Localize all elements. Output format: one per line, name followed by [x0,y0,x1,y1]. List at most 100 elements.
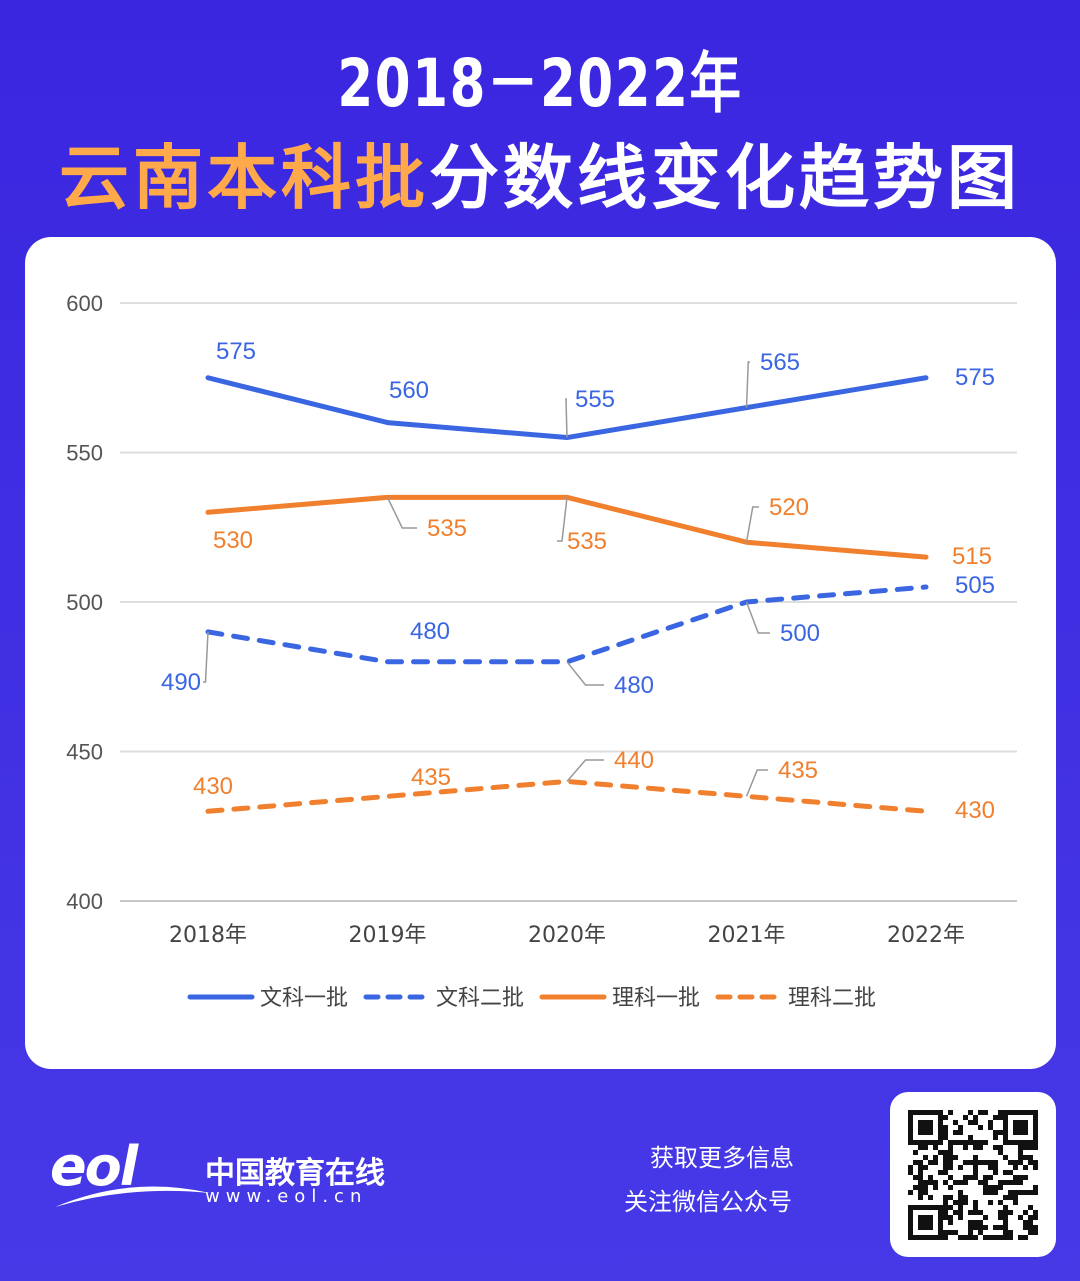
qr-module [1023,1145,1028,1150]
qr-module [933,1145,938,1150]
qr-module [1003,1195,1008,1200]
qr-module [1008,1210,1013,1215]
qr-module [953,1180,958,1185]
qr-module [1003,1230,1008,1235]
qr-module [988,1160,993,1165]
qr-module [1003,1215,1008,1220]
qr-module [948,1205,953,1210]
qr-module [918,1215,923,1220]
qr-module [908,1125,913,1130]
qr-module [983,1180,988,1185]
qr-module [918,1235,923,1240]
qr-module [928,1215,933,1220]
qr-module [1033,1165,1038,1170]
qr-module [963,1145,968,1150]
qr-module [918,1185,923,1190]
qr-module [943,1230,948,1235]
qr-module [1033,1210,1038,1215]
qr-module [973,1175,978,1180]
qr-module [1028,1160,1033,1165]
qr-module [938,1130,943,1135]
leader-line [566,661,604,686]
qr-module [1018,1155,1023,1160]
qr-module [1028,1190,1033,1195]
qr-module [1023,1235,1028,1240]
qr-module [913,1205,918,1210]
qr-module [1008,1170,1013,1175]
qr-module [968,1235,973,1240]
data-label: 480 [614,672,654,699]
data-label: 530 [213,527,253,554]
qr-module [923,1185,928,1190]
x-tick-label: 2018年 [169,923,247,948]
qr-module [968,1140,973,1145]
qr-module [973,1120,978,1125]
qr-module [928,1195,933,1200]
qr-module [918,1205,923,1210]
qr-module [1008,1140,1013,1145]
qr-module [958,1140,963,1145]
qr-module [958,1190,963,1195]
qr-module [988,1175,993,1180]
qr-module [913,1140,918,1145]
qr-module [918,1160,923,1165]
qr-module [1003,1235,1008,1240]
qr-module [948,1140,953,1145]
qr-module [958,1200,963,1205]
qr-module [923,1205,928,1210]
qr-module [943,1205,948,1210]
qr-module [928,1225,933,1230]
qr-module [948,1185,953,1190]
series-line [205,778,929,814]
qr-module [1033,1215,1038,1220]
qr-module [1023,1220,1028,1225]
qr-module [928,1110,933,1115]
qr-module [998,1215,1003,1220]
qr-module [1033,1145,1038,1150]
qr-module [1033,1225,1038,1230]
qr-module [1028,1145,1033,1150]
qr-module [963,1195,968,1200]
data-label: 515 [952,543,992,570]
qr-module [963,1235,968,1240]
leader-line [745,361,750,408]
qr-module [1003,1205,1008,1210]
qr-module [978,1225,983,1230]
qr-module [938,1210,943,1215]
qr-module [918,1125,923,1130]
brand-url[interactable]: www.eol.cn [205,1186,368,1207]
data-label: 505 [955,572,995,599]
qr-module [948,1230,953,1235]
qr-module [1023,1130,1028,1135]
data-label: 575 [216,338,256,365]
qr-module [978,1125,983,1130]
qr-module [923,1140,928,1145]
qr-module [993,1160,998,1165]
y-tick-label: 400 [66,889,103,914]
qr-module [933,1185,938,1190]
qr-module [1018,1215,1023,1220]
qr-module [928,1235,933,1240]
qr-module [988,1235,993,1240]
qr-module [993,1135,998,1140]
leader-line [745,769,768,797]
qr-module [948,1220,953,1225]
qr-module [973,1145,978,1150]
qr-module [948,1155,953,1160]
qr-module [1003,1210,1008,1215]
qr-module [908,1140,913,1145]
qr-module [1003,1225,1008,1230]
qr-module [993,1190,998,1195]
qr-module [933,1140,938,1145]
leader-line [745,506,759,543]
qr-module [978,1210,983,1215]
qr-module [983,1185,988,1190]
qr-module [993,1130,998,1135]
qr-module [1023,1125,1028,1130]
qr-module [943,1235,948,1240]
qr-module [1023,1110,1028,1115]
qr-module [938,1140,943,1145]
qr-module [983,1110,988,1115]
qr-module [1018,1125,1023,1130]
qr-module [943,1155,948,1160]
